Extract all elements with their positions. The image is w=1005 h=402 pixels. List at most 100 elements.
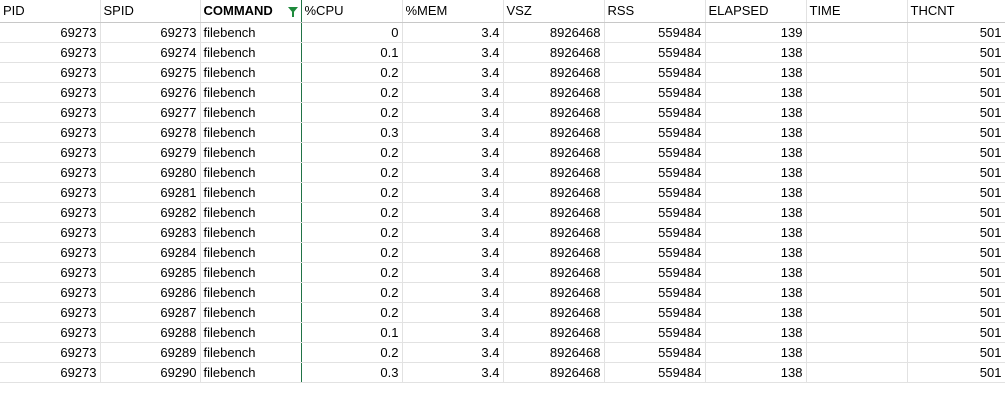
elapsed-cell[interactable]: 138 — [705, 162, 807, 183]
pid-cell[interactable]: 69273 — [0, 122, 101, 143]
mem-cell[interactable]: 3.4 — [402, 362, 504, 383]
time-cell[interactable] — [806, 302, 908, 323]
cpu-cell[interactable]: 0.2 — [301, 262, 403, 283]
elapsed-cell[interactable]: 138 — [705, 82, 807, 103]
command-cell[interactable]: filebench — [199, 102, 302, 123]
spid-cell[interactable]: 69277 — [100, 102, 201, 123]
rss-cell[interactable]: 559484 — [604, 302, 706, 323]
mem-cell[interactable]: 3.4 — [402, 62, 504, 83]
thcnt-cell[interactable]: 501 — [907, 142, 1005, 163]
header-mem[interactable]: %MEM — [402, 0, 504, 23]
pid-cell[interactable]: 69273 — [0, 282, 101, 303]
vsz-cell[interactable]: 8926468 — [503, 302, 605, 323]
header-thcnt[interactable]: THCNT — [907, 0, 1005, 23]
pid-cell[interactable]: 69273 — [0, 102, 101, 123]
cpu-cell[interactable]: 0.2 — [301, 222, 403, 243]
mem-cell[interactable]: 3.4 — [402, 322, 504, 343]
thcnt-cell[interactable]: 501 — [907, 342, 1005, 363]
vsz-cell[interactable]: 8926468 — [503, 62, 605, 83]
rss-cell[interactable]: 559484 — [604, 262, 706, 283]
vsz-cell[interactable]: 8926468 — [503, 122, 605, 143]
pid-cell[interactable]: 69273 — [0, 262, 101, 283]
vsz-cell[interactable]: 8926468 — [503, 362, 605, 383]
vsz-cell[interactable]: 8926468 — [503, 202, 605, 223]
thcnt-cell[interactable]: 501 — [907, 242, 1005, 263]
cpu-cell[interactable]: 0.2 — [301, 282, 403, 303]
command-cell[interactable]: filebench — [199, 302, 302, 323]
mem-cell[interactable]: 3.4 — [402, 182, 504, 203]
time-cell[interactable] — [806, 242, 908, 263]
rss-cell[interactable]: 559484 — [604, 122, 706, 143]
cpu-cell[interactable]: 0.2 — [301, 342, 403, 363]
vsz-cell[interactable]: 8926468 — [503, 162, 605, 183]
time-cell[interactable] — [806, 342, 908, 363]
elapsed-cell[interactable]: 138 — [705, 242, 807, 263]
rss-cell[interactable]: 559484 — [604, 62, 706, 83]
thcnt-cell[interactable]: 501 — [907, 362, 1005, 383]
thcnt-cell[interactable]: 501 — [907, 82, 1005, 103]
thcnt-cell[interactable]: 501 — [907, 302, 1005, 323]
vsz-cell[interactable]: 8926468 — [503, 282, 605, 303]
pid-cell[interactable]: 69273 — [0, 62, 101, 83]
spid-cell[interactable]: 69283 — [100, 222, 201, 243]
command-cell[interactable]: filebench — [199, 82, 302, 103]
spid-cell[interactable]: 69284 — [100, 242, 201, 263]
time-cell[interactable] — [806, 122, 908, 143]
time-cell[interactable] — [806, 362, 908, 383]
rss-cell[interactable]: 559484 — [604, 362, 706, 383]
command-cell[interactable]: filebench — [199, 202, 302, 223]
header-time[interactable]: TIME — [806, 0, 908, 23]
pid-cell[interactable]: 69273 — [0, 162, 101, 183]
spid-cell[interactable]: 69281 — [100, 182, 201, 203]
pid-cell[interactable]: 69273 — [0, 182, 101, 203]
pid-cell[interactable]: 69273 — [0, 342, 101, 363]
elapsed-cell[interactable]: 138 — [705, 102, 807, 123]
mem-cell[interactable]: 3.4 — [402, 142, 504, 163]
mem-cell[interactable]: 3.4 — [402, 202, 504, 223]
cpu-cell[interactable]: 0.2 — [301, 242, 403, 263]
time-cell[interactable] — [806, 22, 908, 43]
spid-cell[interactable]: 69290 — [100, 362, 201, 383]
cpu-cell[interactable]: 0.2 — [301, 82, 403, 103]
cpu-cell[interactable]: 0.2 — [301, 62, 403, 83]
elapsed-cell[interactable]: 138 — [705, 322, 807, 343]
thcnt-cell[interactable]: 501 — [907, 262, 1005, 283]
cpu-cell[interactable]: 0.2 — [301, 182, 403, 203]
time-cell[interactable] — [806, 222, 908, 243]
header-rss[interactable]: RSS — [604, 0, 706, 23]
time-cell[interactable] — [806, 82, 908, 103]
mem-cell[interactable]: 3.4 — [402, 102, 504, 123]
mem-cell[interactable]: 3.4 — [402, 22, 504, 43]
spid-cell[interactable]: 69274 — [100, 42, 201, 63]
rss-cell[interactable]: 559484 — [604, 202, 706, 223]
vsz-cell[interactable]: 8926468 — [503, 242, 605, 263]
thcnt-cell[interactable]: 501 — [907, 282, 1005, 303]
time-cell[interactable] — [806, 262, 908, 283]
time-cell[interactable] — [806, 62, 908, 83]
elapsed-cell[interactable]: 138 — [705, 342, 807, 363]
command-cell[interactable]: filebench — [199, 282, 302, 303]
rss-cell[interactable]: 559484 — [604, 142, 706, 163]
elapsed-cell[interactable]: 138 — [705, 122, 807, 143]
mem-cell[interactable]: 3.4 — [402, 42, 504, 63]
rss-cell[interactable]: 559484 — [604, 22, 706, 43]
rss-cell[interactable]: 559484 — [604, 182, 706, 203]
vsz-cell[interactable]: 8926468 — [503, 102, 605, 123]
pid-cell[interactable]: 69273 — [0, 222, 101, 243]
thcnt-cell[interactable]: 501 — [907, 202, 1005, 223]
rss-cell[interactable]: 559484 — [604, 162, 706, 183]
rss-cell[interactable]: 559484 — [604, 342, 706, 363]
command-cell[interactable]: filebench — [199, 242, 302, 263]
rss-cell[interactable]: 559484 — [604, 222, 706, 243]
command-cell[interactable]: filebench — [199, 322, 302, 343]
spid-cell[interactable]: 69273 — [100, 22, 201, 43]
elapsed-cell[interactable]: 138 — [705, 142, 807, 163]
time-cell[interactable] — [806, 282, 908, 303]
spid-cell[interactable]: 69286 — [100, 282, 201, 303]
vsz-cell[interactable]: 8926468 — [503, 142, 605, 163]
rss-cell[interactable]: 559484 — [604, 322, 706, 343]
pid-cell[interactable]: 69273 — [0, 302, 101, 323]
command-cell[interactable]: filebench — [199, 162, 302, 183]
filter-funnel-icon[interactable] — [287, 6, 298, 17]
pid-cell[interactable]: 69273 — [0, 22, 101, 43]
